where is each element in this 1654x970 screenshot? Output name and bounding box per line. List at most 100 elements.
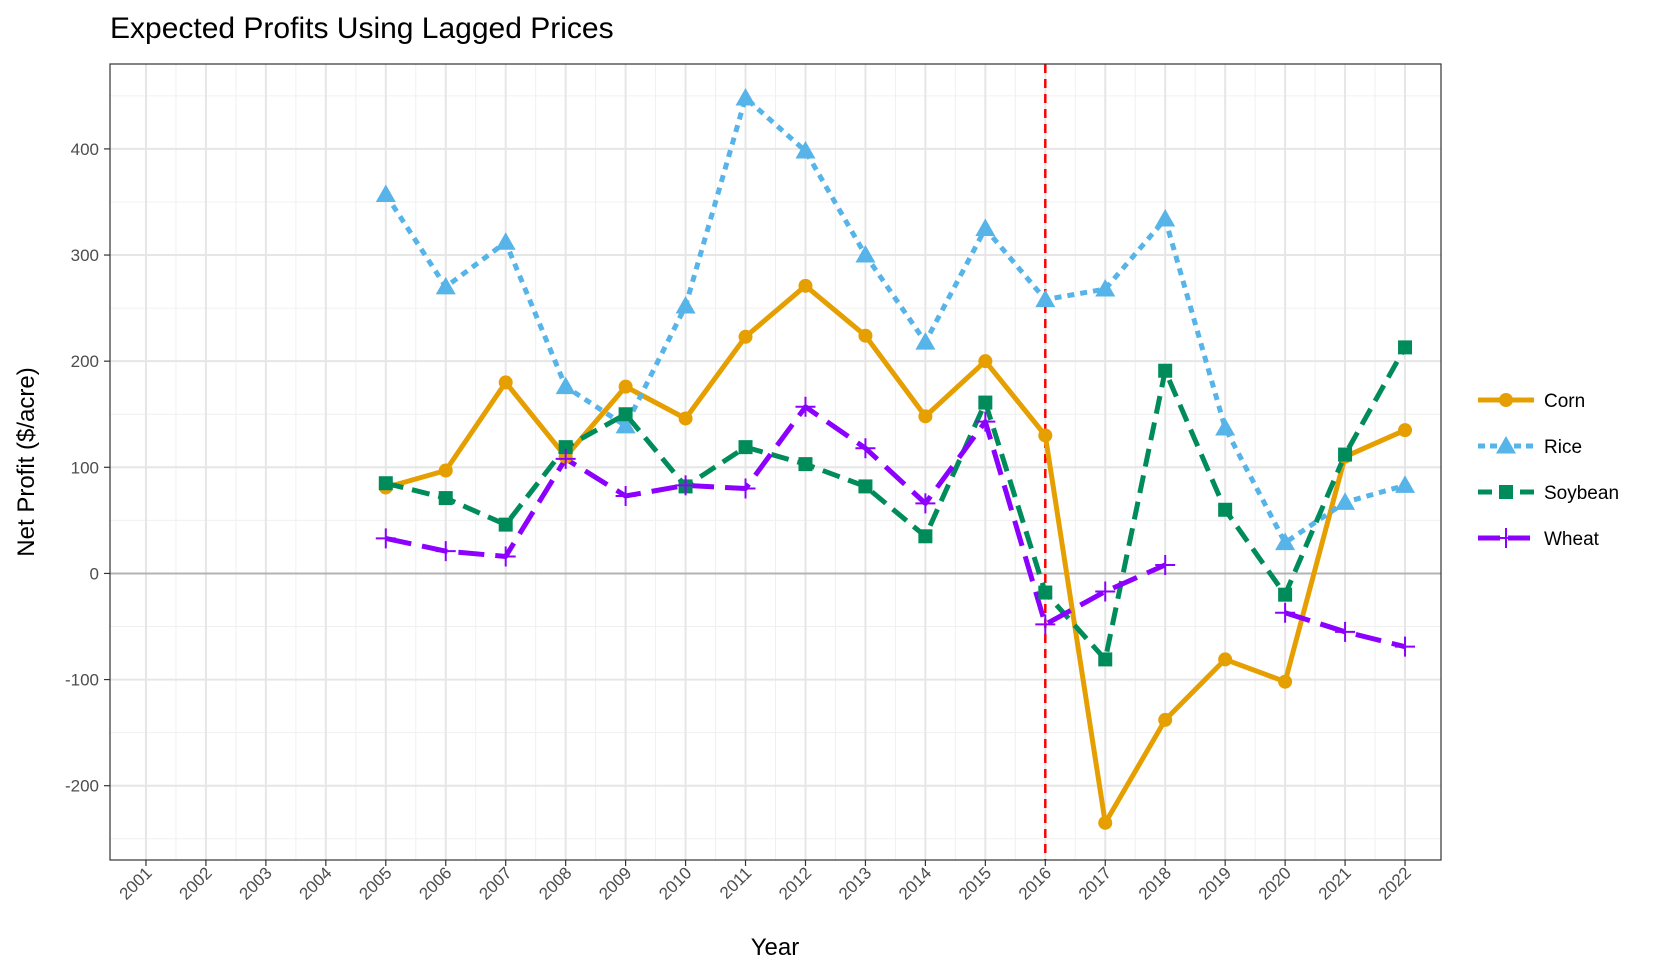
rice-point [1155,208,1176,227]
wheat-point [915,493,936,514]
reference-lines [110,64,1441,860]
x-tick-label: 2009 [595,863,635,903]
wheat-point [735,478,756,499]
plot-border [109,63,1442,861]
y-tick-label: 100 [71,458,99,477]
rice-point [435,276,456,295]
rice-point [1335,492,1356,510]
legend-label-soybean: Soybean [1544,483,1619,504]
x-tick-label: 2002 [176,863,216,903]
soybean-point [1338,447,1353,462]
y-tick-label: 400 [71,140,99,159]
rice-point [375,184,396,203]
soybean-point [798,457,813,472]
x-tick-label: 2015 [955,863,995,903]
x-tick-label: 2011 [716,863,755,902]
rice-point [1395,475,1416,493]
rice-point [1035,289,1056,308]
corn-point [1158,712,1173,727]
soybean-point [978,395,993,410]
x-tick-label: 2021 [1315,863,1355,903]
y-tick-label: -100 [65,671,99,690]
soybean-point [918,529,933,544]
corn-point [618,379,633,394]
x-tick-label: 2019 [1195,863,1235,903]
x-tick-label: 2007 [475,863,515,903]
corn-point [858,328,873,343]
x-tick-label: 2006 [415,863,455,903]
corn-point [678,411,693,426]
y-axis-title: Net Profit ($/acre) [13,367,40,556]
x-tick-label: 2005 [355,863,395,903]
x-tick-label: 2014 [895,863,935,903]
wheat-point [1155,554,1176,575]
wheat-point [435,541,456,562]
soybean-point [1218,502,1233,517]
corn-point [498,375,513,390]
legend-marker-wheat [1496,528,1516,548]
corn-line [385,283,1407,826]
wheat-point [1275,602,1296,623]
wheat-point [855,438,876,459]
soybean-point [738,440,753,455]
x-tick-label: 2010 [655,863,695,903]
y-tick-label: 200 [71,352,99,371]
wheat-point [375,528,396,549]
series-points [375,87,1416,830]
y-tick-label: 0 [90,564,99,583]
rice-point [555,376,576,395]
corn-point [1278,674,1293,689]
soybean-point [498,517,513,532]
x-tick-label: 2017 [1075,863,1115,903]
wheat-point [1035,614,1056,635]
corn-point [1398,423,1413,438]
legend: Corn Rice Soybean Wheat [1478,391,1619,550]
corn-point [738,329,753,344]
x-tick-label: 2020 [1255,863,1295,903]
soybean-point [618,407,633,422]
rice-line [383,95,1406,546]
corn-point [978,354,993,369]
wheat-point [1395,636,1416,657]
y-tick-label: 300 [71,246,99,265]
legend-marker-corn [1499,393,1513,407]
x-tick-label: 2013 [835,863,875,903]
corn-point [1098,815,1113,830]
soybean-line [385,346,1408,662]
x-tick-label: 2008 [535,863,575,903]
rice-point [855,245,876,263]
rice-point [975,218,996,237]
rice-point [1275,532,1296,551]
y-axis: -200 -100 0 100 200 300 400 [65,140,110,796]
rice-point [795,141,816,159]
rice-point [735,87,756,106]
minor-gridlines [110,64,1441,860]
x-tick-label: 2018 [1135,863,1175,903]
legend-label-rice: Rice [1544,437,1582,458]
legend-label-wheat: Wheat [1544,529,1600,550]
x-tick-label: 2001 [116,863,156,903]
legend-marker-rice [1496,436,1516,454]
x-tick-label: 2012 [775,863,815,903]
x-axis-title: Year [751,934,800,961]
soybean-point [1398,340,1413,355]
soybean-point [1038,585,1053,600]
legend-marker-soybean [1499,485,1513,499]
chart-title: Expected Profits Using Lagged Prices [110,12,614,45]
wheat-point [555,448,576,469]
soybean-point [1158,363,1173,378]
x-tick-label: 2016 [1015,863,1055,903]
soybean-point [1098,652,1113,667]
wheat-point [1095,581,1116,602]
rice-point [915,332,936,350]
x-tick-label: 2003 [236,863,276,903]
wheat-point [675,475,696,496]
corn-point [798,278,813,293]
rice-point [675,295,696,314]
x-tick-label: 2004 [295,863,335,903]
corn-point [1218,652,1233,667]
rice-point [615,415,636,434]
wheat-point [495,546,516,567]
soybean-point [1278,587,1293,602]
